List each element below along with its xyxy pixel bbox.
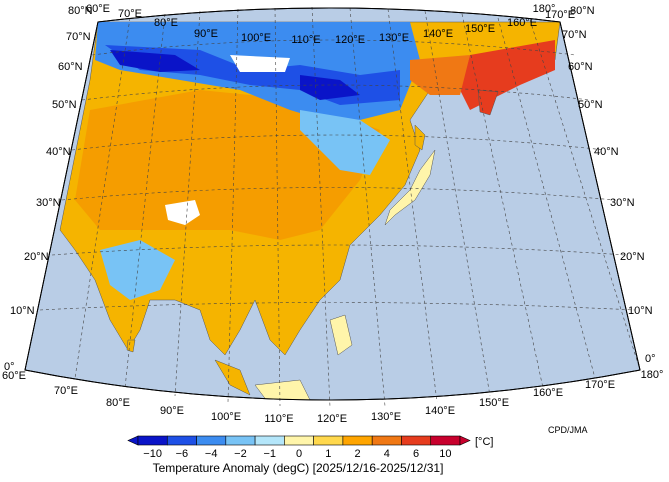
colorbar-arrow-high [459,435,471,446]
colorbar-segment [371,435,402,446]
lat-label-left: 50°N [52,99,77,111]
lon-label-top: 80°E [154,17,178,29]
lon-label-top: 90°E [194,28,218,40]
colorbar-tick-label: −1 [263,448,276,460]
lat-label-right: 80°N [570,5,595,17]
colorbar-segment [196,435,227,446]
lat-label-left: 40°N [46,146,71,158]
lon-label-bottom: 90°E [160,405,184,417]
anomaly-region-warm-east [410,55,470,95]
island-sumatra [214,359,251,396]
lon-label-top: 110°E [291,34,320,46]
map-title: Temperature Anomaly (degC) [2025/12/16-2… [153,461,444,475]
lon-label-top: 60°E [86,3,110,15]
colorbar-segment [137,435,168,446]
missing-data-patch-north [230,55,290,72]
lon-label-bottom: 100°E [211,411,241,423]
colorbar-segment [284,435,314,446]
lon-label-bottom: 150°E [479,397,509,409]
lon-label-top: 150°E [465,23,495,35]
colorbar-tick-labels: −10 −6 −4 −2 −1 0 1 2 4 6 10 [143,448,451,460]
lon-label-top: 70°E [118,8,142,20]
lat-label-left: 20°N [24,251,49,263]
colorbar-tick-label: 0 [296,448,302,460]
lat-label-right: 0° [645,353,656,365]
colorbar-arrow-low [127,435,139,446]
lon-label-bottom: 130°E [371,411,401,423]
lon-label-top: 170°E [545,9,575,21]
anomaly-region-india-cool [100,240,175,300]
colorbar-segment [254,435,285,446]
map-frame [24,7,641,401]
anomaly-region-coldest [110,50,360,100]
lon-label-bottom: 120°E [317,413,347,425]
island-kamchatka [477,89,499,116]
lat-label-left: 30°N [36,197,61,209]
anomaly-region-cool-transition [300,110,390,175]
colorbar-tick-label: 10 [439,448,451,460]
colorbar-segment [166,435,197,446]
lat-label-right: 10°N [628,305,653,317]
lon-label-top: 160°E [507,17,537,29]
lon-label-top: 100°E [241,32,271,44]
missing-data-patch [165,200,200,225]
lon-label-bottom: 80°E [106,397,130,409]
island-sakhalin [414,124,426,151]
lon-label-bottom: 180° [641,369,664,381]
lon-label-top: 120°E [335,34,365,46]
lon-label-bottom: 170°E [585,379,615,391]
lat-label-right: 50°N [578,99,603,111]
lat-label-right: 20°N [620,251,645,263]
colorbar-tick-label: −4 [205,448,218,460]
colorbar-segment [313,435,344,446]
island-philippines [329,314,353,356]
colorbar-unit: [°C] [475,436,493,448]
lat-label-left: 60°N [58,61,83,73]
colorbar-tick-label: 4 [384,448,390,460]
lat-label-left: 10°N [10,305,35,317]
lon-label-bottom: 60°E [2,370,26,382]
lat-label-right: 30°N [610,197,635,209]
lat-label-left: 0° [4,361,15,373]
island-japan [384,149,436,226]
colorbar-segment [225,435,256,446]
lon-label-bottom: 110°E [264,413,293,425]
colorbar-tick-label: −10 [143,448,162,460]
lat-label-right: 60°N [568,61,593,73]
colorbar-tick-label: 6 [413,448,419,460]
lat-label-left: 70°N [66,31,91,43]
lon-label-bottom: 70°E [54,385,78,397]
credit-label: CPD/JMA [548,425,588,435]
lat-label-right: 70°N [562,29,587,41]
lon-label-top: 180° [533,3,556,15]
bottom-longitude-labels: 60°E 70°E 80°E 90°E 100°E 110°E 120°E 13… [2,369,663,425]
lon-label-bottom: 160°E [533,387,563,399]
graticule [24,6,641,408]
right-latitude-labels: 80°N 70°N 60°N 50°N 40°N 30°N 20°N 10°N … [562,5,656,365]
colorbar-segment [401,435,432,446]
left-latitude-labels: 80°N 70°N 60°N 50°N 40°N 30°N 20°N 10°N … [4,5,93,373]
lon-label-top: 140°E [423,28,453,40]
lon-label-top: 130°E [379,32,409,44]
colorbar-tick-label: −2 [234,448,247,460]
top-longitude-labels: 60°E 70°E 80°E 90°E 100°E 110°E 120°E 13… [86,3,575,46]
colorbar [127,435,471,446]
colorbar-tick-label: −6 [176,448,189,460]
colorbar-segment [342,435,373,446]
lon-label-bottom: 140°E [425,405,455,417]
colorbar-tick-label: 2 [354,448,360,460]
lat-label-left: 80°N [68,5,93,17]
colorbar-segment [430,435,461,446]
lat-label-right: 40°N [594,146,619,158]
colorbar-tick-label: 1 [325,448,331,460]
